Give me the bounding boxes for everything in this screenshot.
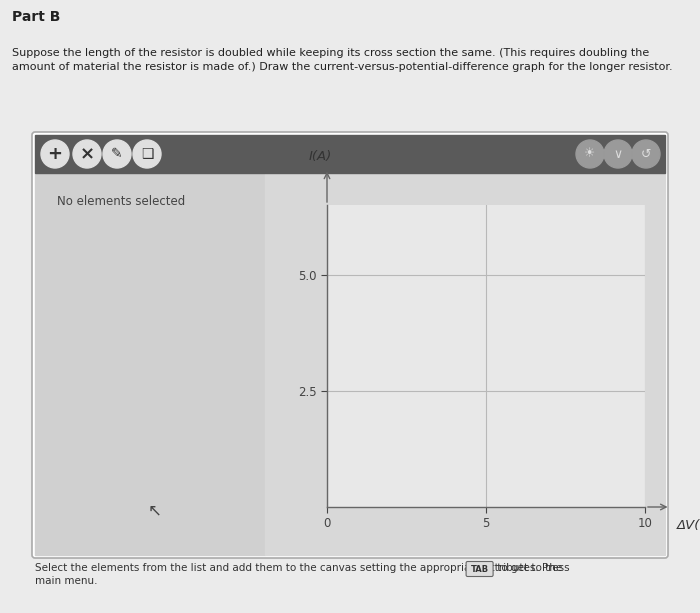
Text: TAB: TAB	[470, 565, 489, 574]
Text: I(A): I(A)	[309, 150, 332, 162]
Circle shape	[133, 140, 161, 168]
Circle shape	[632, 140, 660, 168]
Text: ☀: ☀	[584, 148, 596, 161]
Text: Select the elements from the list and add them to the canvas setting the appropr: Select the elements from the list and ad…	[35, 563, 573, 573]
Text: ∨: ∨	[613, 148, 622, 161]
Bar	[35, 173, 265, 555]
Text: ↺: ↺	[640, 148, 651, 161]
Circle shape	[73, 140, 101, 168]
FancyBboxPatch shape	[32, 132, 668, 558]
Text: ↖: ↖	[148, 501, 162, 519]
Bar	[35, 135, 665, 173]
Circle shape	[576, 140, 604, 168]
Text: Part B: Part B	[12, 10, 60, 24]
Text: +: +	[48, 145, 62, 163]
Text: Suppose the length of the resistor is doubled while keeping its cross section th: Suppose the length of the resistor is do…	[12, 48, 650, 58]
Text: main menu.: main menu.	[35, 576, 97, 586]
Text: ❑: ❑	[141, 147, 153, 161]
Circle shape	[41, 140, 69, 168]
Bar	[265, 173, 665, 555]
Text: No elements selected: No elements selected	[57, 195, 186, 208]
Text: amount of material the resistor is made of.) Draw the current-versus-potential-d: amount of material the resistor is made …	[12, 62, 673, 72]
Text: ✎: ✎	[111, 147, 122, 161]
FancyBboxPatch shape	[466, 562, 493, 576]
Text: ΔV(V): ΔV(V)	[677, 519, 700, 532]
Circle shape	[103, 140, 131, 168]
Circle shape	[604, 140, 632, 168]
Text: ×: ×	[79, 145, 95, 163]
Text: to get to the: to get to the	[494, 563, 562, 573]
